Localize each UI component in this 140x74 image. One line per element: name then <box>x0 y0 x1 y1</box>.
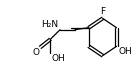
Text: H₂N: H₂N <box>41 20 58 29</box>
Text: OH: OH <box>118 47 132 56</box>
Text: O: O <box>32 48 39 57</box>
Text: F: F <box>100 7 105 16</box>
Text: OH: OH <box>51 54 65 63</box>
